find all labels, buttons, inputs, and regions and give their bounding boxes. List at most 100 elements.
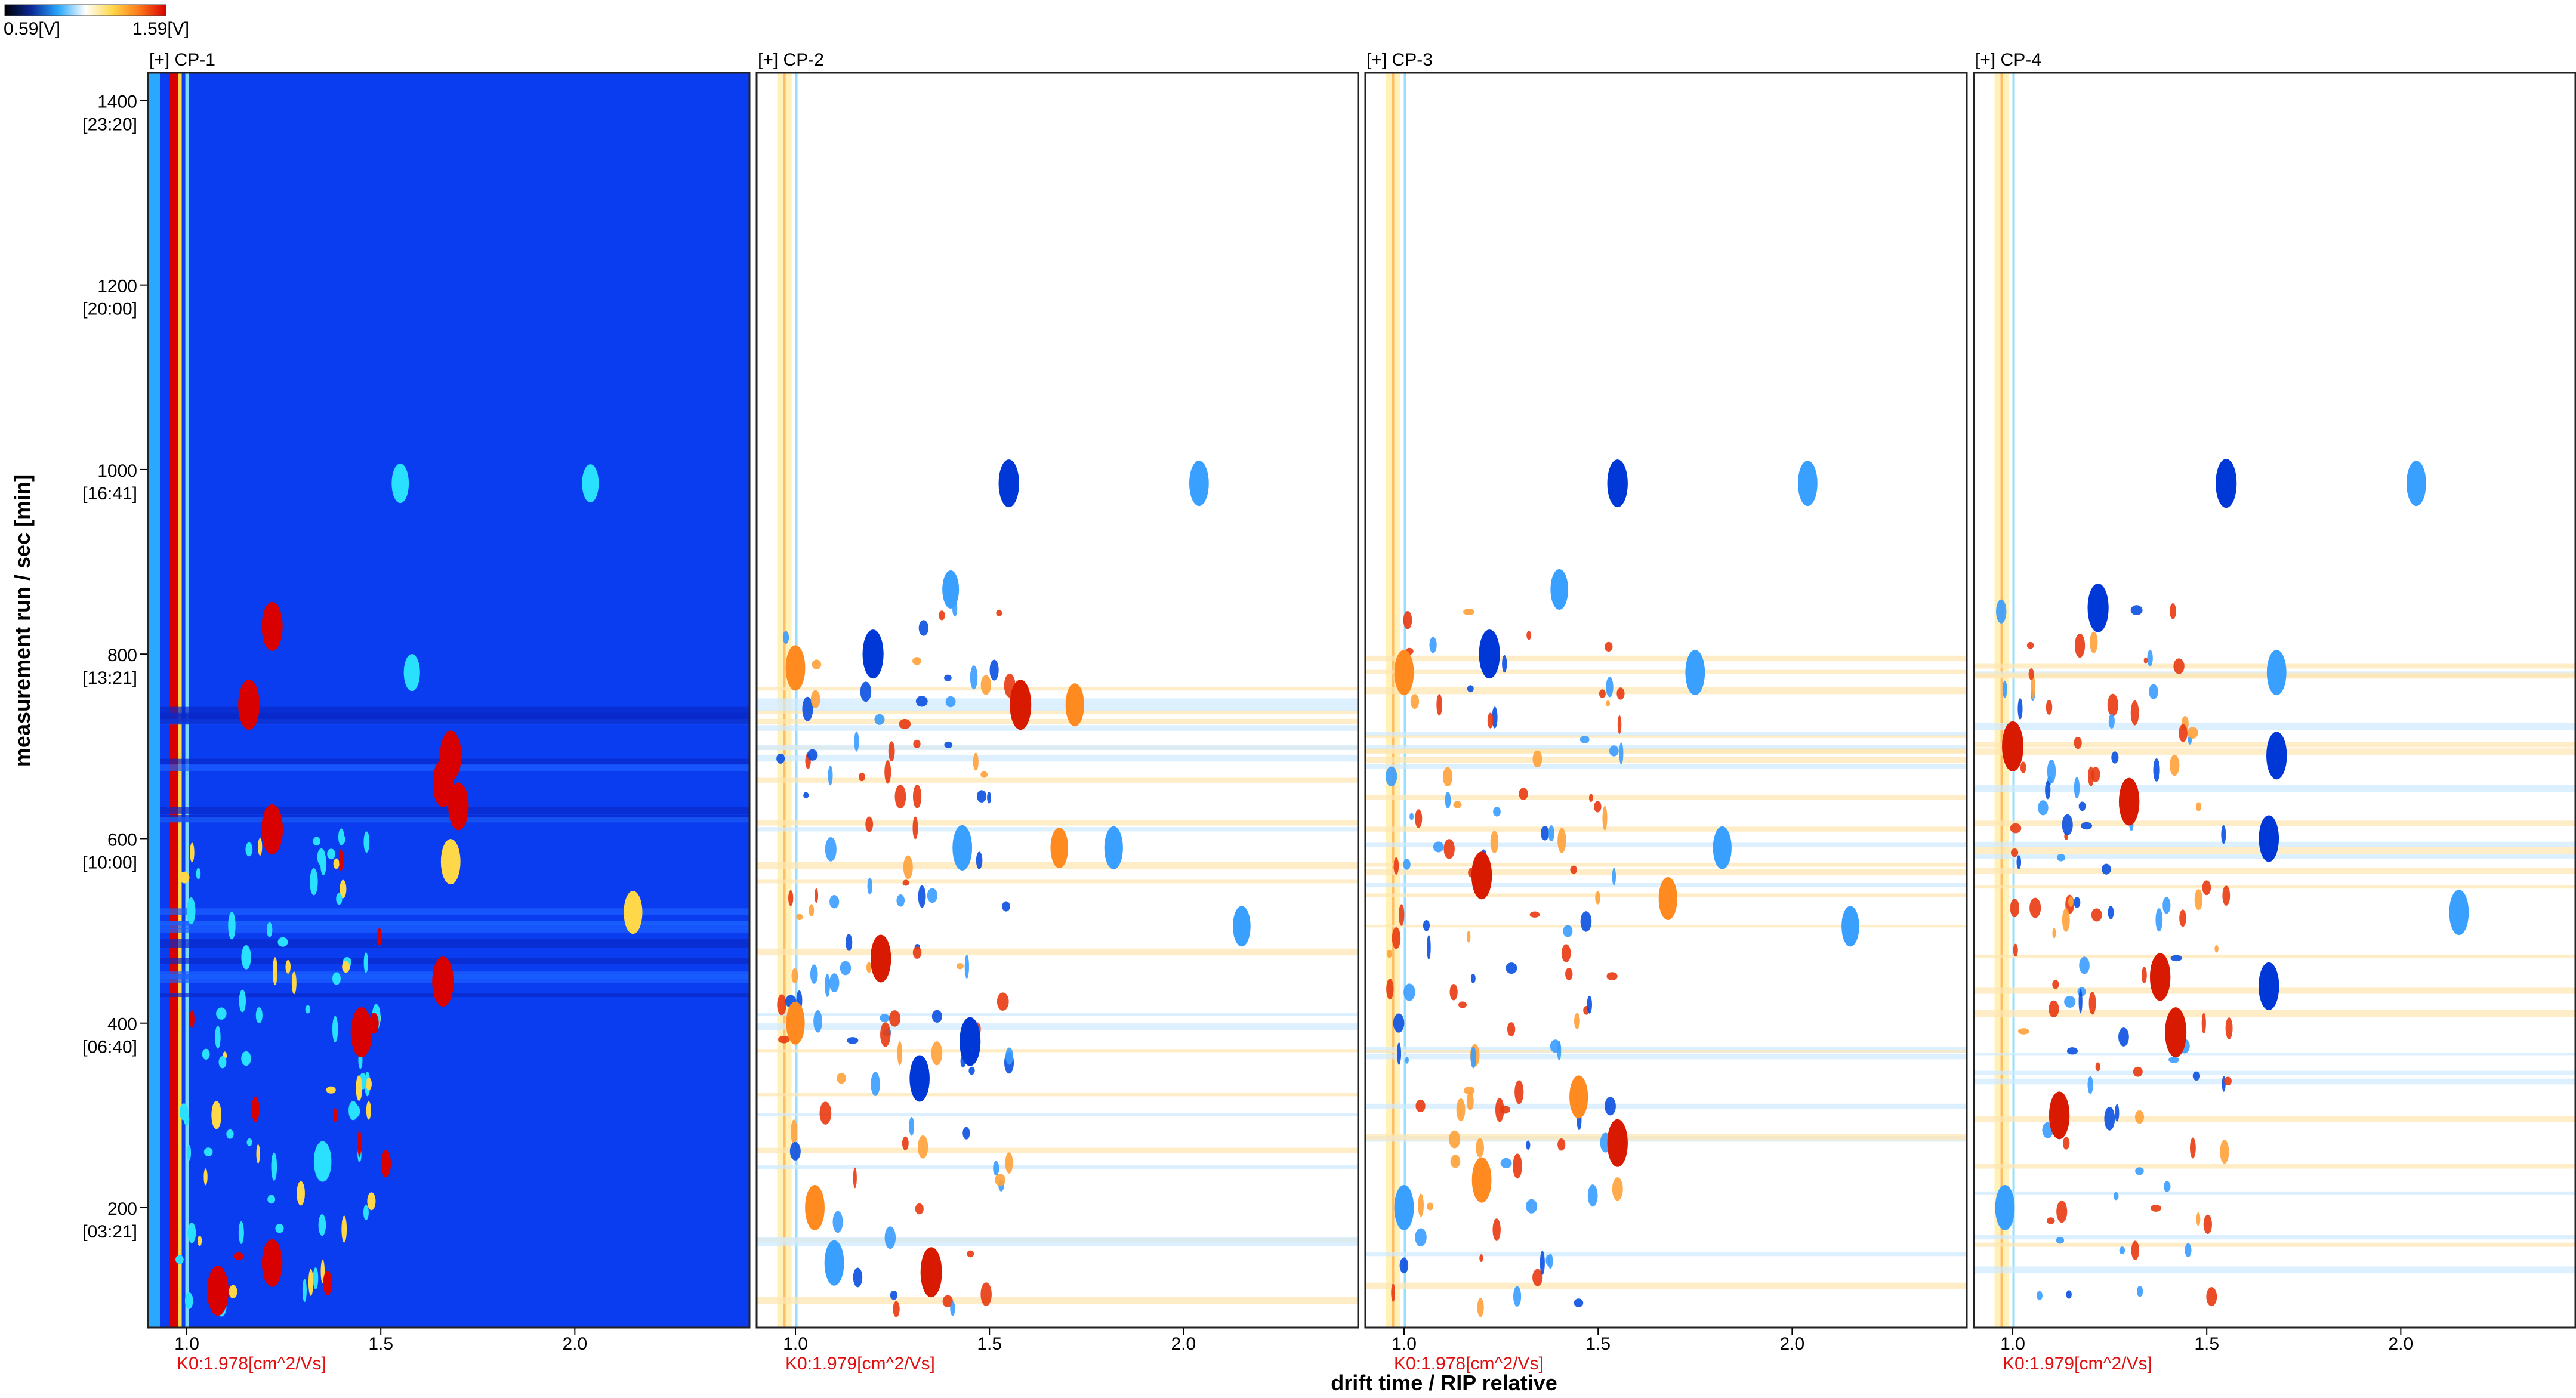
major-peak [1685,650,1705,696]
horizontal-streak [1365,749,1967,753]
minor-peak [357,1129,362,1158]
panel-frame [755,72,1359,1329]
horizontal-streak [1974,1266,2575,1274]
minor-peak [233,1252,244,1260]
rip-band-line [2000,73,2003,1328]
minor-peak [1403,611,1412,629]
horizontal-streak [1365,924,1967,928]
minor-peak [2206,1287,2217,1307]
minor-peak [819,1101,832,1125]
minor-peak [2049,1000,2059,1018]
minor-peak [2056,854,2066,862]
minor-peak [1490,831,1499,853]
minor-peak [366,1078,372,1091]
panel-heatmap-body [757,73,1358,1328]
minor-peak [976,851,983,869]
minor-peak [2074,897,2081,908]
minor-peak [810,690,820,709]
minor-peak [2134,1110,2145,1124]
minor-peak [228,912,236,940]
x-tick-label: 1.5 [368,1334,393,1354]
horizontal-streak [1365,1134,1967,1141]
minor-peak [1594,801,1602,813]
major-peak [350,1007,372,1058]
major-peak [261,804,283,854]
minor-peak [363,831,370,853]
horizontal-streak [160,921,749,926]
minor-peak [1548,825,1554,842]
minor-peak [241,945,251,970]
panel-2: [+] CP-2 1.0 1.5 2.0 K0:1.979[cm^2/Vs] [755,50,1359,1374]
minor-peak [1429,637,1437,653]
heatmap-panels: [+] CP-11.0 1.5 2.0K0:1.978[cm^2/Vs][+] CP… [147,50,2576,1374]
minor-peak [2162,897,2171,914]
y-tick-label: 200 [107,1199,137,1219]
minor-peak [789,1141,801,1161]
minor-peak [987,791,991,804]
major-peak [261,1239,283,1287]
minor-peak [332,972,341,985]
minor-peak [1588,794,1593,803]
minor-peak [2002,680,2007,699]
minor-peak [323,1270,332,1296]
minor-peak [202,1048,210,1060]
minor-peak [229,1285,237,1299]
horizontal-streak [1365,764,1967,769]
horizontal-streak [1974,1191,2575,1195]
major-peak [2002,721,2024,771]
major-peak [805,1184,825,1230]
major-peak [391,464,409,504]
minor-peak [190,842,195,863]
major-peak [1233,906,1251,947]
minor-peak [198,1236,202,1246]
minor-peak [381,1149,391,1178]
minor-peak [333,1107,337,1123]
minor-peak [1506,962,1517,974]
minor-peak [976,790,987,803]
colorbar-swatch [4,4,166,16]
minor-peak [2101,863,2111,875]
minor-peak [2224,1076,2232,1086]
y-tick-sublabel: [03:21] [82,1222,137,1242]
minor-peak [1423,919,1430,931]
minor-peak [1574,1013,1580,1030]
horizontal-streak [1974,1053,2575,1056]
horizontal-streak [1974,1078,2575,1085]
panel-title: [+] CP-1 [149,50,215,70]
minor-peak [241,1051,251,1066]
minor-peak [1500,1158,1512,1168]
minor-peak [2031,674,2035,699]
horizontal-streak [1974,723,2575,730]
minor-peak [1612,1177,1623,1201]
minor-peak [2108,714,2115,729]
minor-peak [2133,1066,2143,1077]
panel-3: [+] CP-3 1.0 1.5 2.0 K0:1.978[cm^2/Vs] [1364,50,1968,1374]
minor-peak [884,760,891,784]
minor-peak [814,888,819,903]
minor-peak [2104,1106,2115,1131]
minor-peak [2153,758,2160,782]
minor-peak [2017,698,2023,720]
minor-peak [2170,955,2182,962]
minor-peak [1617,715,1622,735]
horizontal-streak [757,704,1358,711]
minor-peak [912,816,918,840]
minor-peak [931,1041,943,1066]
minor-peak [1393,857,1399,875]
k0-label: K0:1.979[cm^2/Vs] [2003,1354,2152,1374]
minor-peak [874,714,885,725]
horizontal-streak [757,777,1358,783]
minor-peak [962,1127,970,1140]
major-peak [785,645,806,691]
minor-peak [313,1267,319,1289]
minor-peak [1392,927,1401,949]
x-axis-label: drift time / RIP relative [1331,1371,1557,1395]
minor-peak [1514,1080,1524,1104]
minor-peak [964,954,969,979]
minor-peak [866,962,872,973]
minor-peak [2079,956,2090,974]
major-peak [582,464,599,503]
x-tick-label: 2.0 [562,1334,587,1354]
minor-peak [810,964,818,984]
minor-peak [950,1301,955,1316]
